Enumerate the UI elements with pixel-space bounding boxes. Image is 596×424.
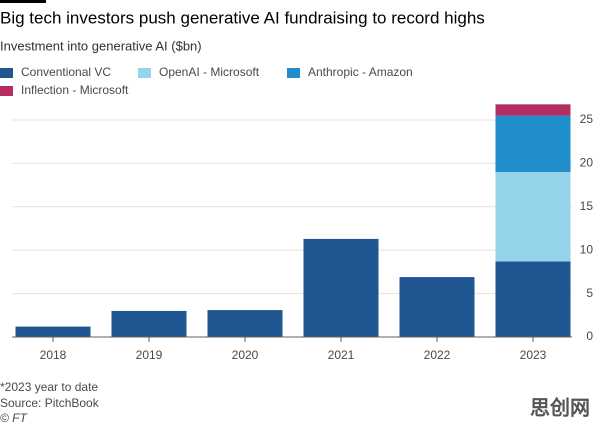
bar-segment <box>495 261 571 337</box>
watermark: 思创网 <box>530 395 590 419</box>
y-tick-label: 15 <box>580 199 594 213</box>
note: *2023 year to date <box>0 380 98 394</box>
y-tick-label: 5 <box>586 286 593 300</box>
bar-segment <box>303 238 379 337</box>
legend-label: Anthropic - Amazon <box>308 65 413 79</box>
legend-swatch <box>0 86 13 96</box>
x-tick-label: 2023 <box>520 348 547 362</box>
bar-segment <box>495 115 571 173</box>
legend-label: Inflection - Microsoft <box>21 83 129 97</box>
legend-swatch <box>287 68 300 78</box>
bar-segment <box>15 326 91 337</box>
legend-swatch <box>138 68 151 78</box>
x-tick-label: 2021 <box>328 348 355 362</box>
bar-segment <box>495 104 571 116</box>
x-tick-label: 2019 <box>136 348 163 362</box>
legend-swatch <box>0 68 13 78</box>
chart-subtitle: Investment into generative AI ($bn) <box>0 38 202 53</box>
y-tick-label: 25 <box>580 112 594 126</box>
x-tick-label: 2018 <box>40 348 67 362</box>
bar-segment <box>399 277 475 337</box>
x-tick-label: 2020 <box>232 348 259 362</box>
bar-segment <box>495 172 571 262</box>
copyright: © FT <box>0 411 29 424</box>
bar-segment <box>207 310 283 337</box>
y-tick-label: 0 <box>586 329 593 343</box>
legend-label: OpenAI - Microsoft <box>159 65 260 79</box>
bar-segment <box>111 310 187 337</box>
chart-title: Big tech investors push generative AI fu… <box>0 8 485 27</box>
brand-bar <box>0 0 46 3</box>
y-tick-label: 20 <box>580 156 594 170</box>
y-tick-label: 10 <box>580 242 594 256</box>
x-tick-label: 2022 <box>424 348 451 362</box>
legend-label: Conventional VC <box>21 65 111 79</box>
source: Source: PitchBook <box>0 396 100 410</box>
